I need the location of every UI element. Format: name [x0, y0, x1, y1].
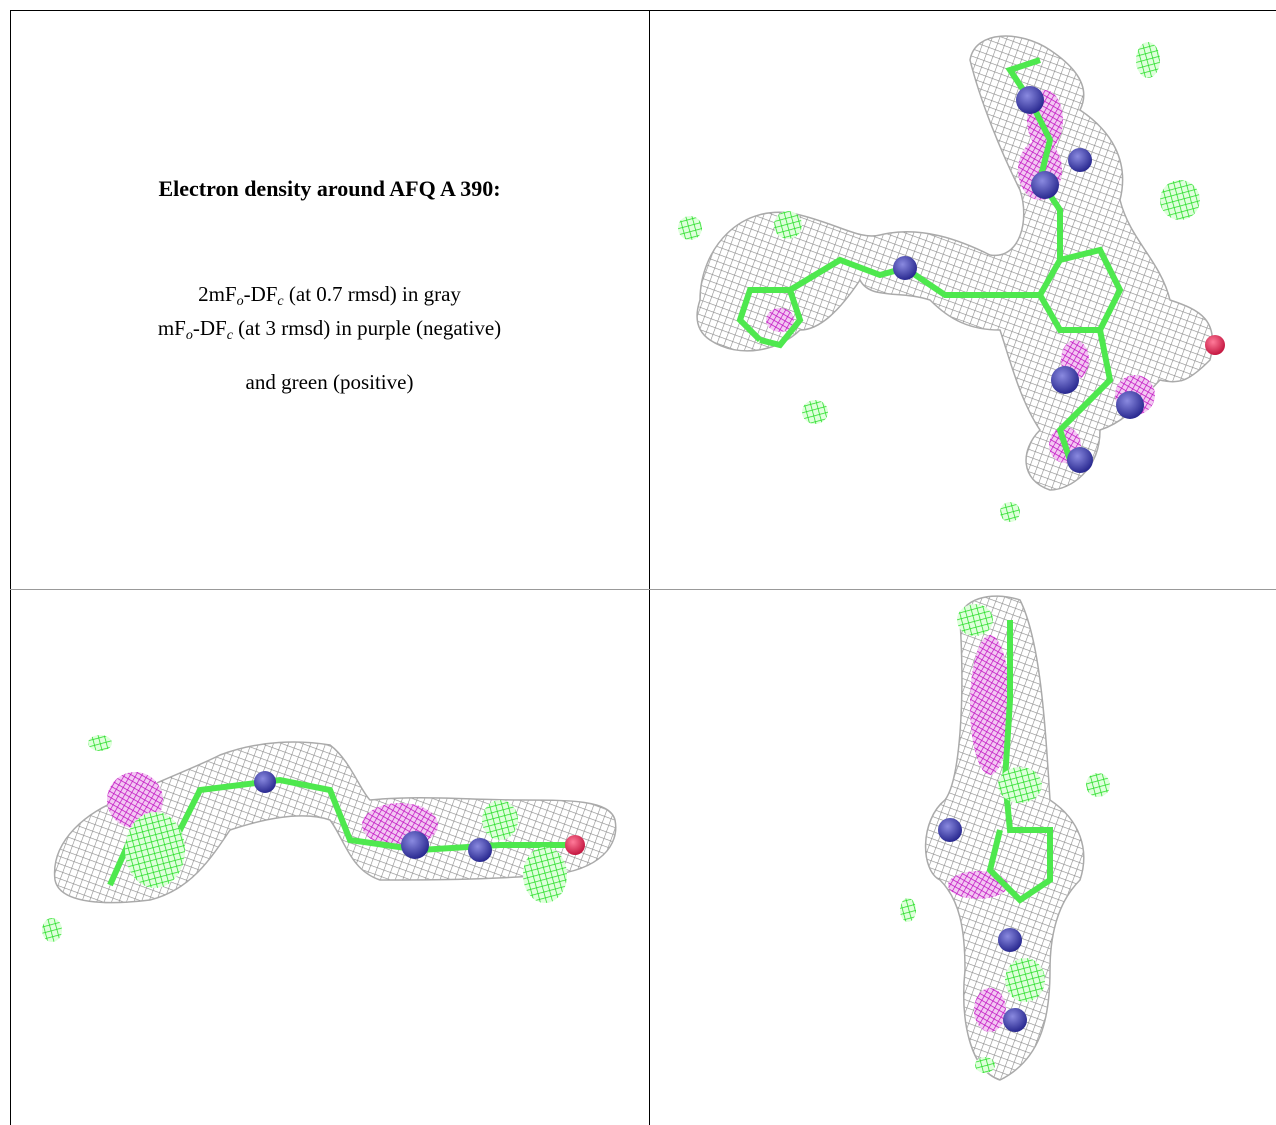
legend-text: (at 0.7 rmsd) in gray — [283, 282, 461, 306]
positive-density — [88, 735, 112, 751]
positive-density — [975, 1057, 995, 1073]
atom — [565, 835, 585, 855]
positive-density — [125, 812, 185, 888]
legend-line: mFo-DFc (at 3 rmsd) in purple (negative) — [10, 316, 649, 344]
positive-density — [1000, 502, 1020, 522]
positive-density — [1005, 958, 1045, 1002]
negative-density — [948, 871, 1008, 899]
positive-density — [1136, 42, 1160, 78]
positive-density — [42, 918, 62, 942]
density-view-end — [900, 595, 1110, 1081]
positive-density — [900, 898, 916, 922]
ligand-stick — [986, 620, 1053, 904]
positive-density — [998, 767, 1042, 803]
atom — [1051, 366, 1079, 394]
positive-density — [1160, 180, 1200, 220]
legend-line: and green (positive) — [10, 370, 649, 395]
legend-subscript: c — [226, 328, 233, 343]
legend-text: 2mF — [198, 282, 237, 306]
positive-density — [523, 847, 567, 903]
legend-subscript: o — [236, 294, 244, 309]
atom — [401, 831, 429, 859]
density-view-top — [678, 35, 1225, 522]
atom — [468, 838, 492, 862]
negative-density — [974, 988, 1006, 1032]
positive-density — [1086, 773, 1110, 797]
atom — [1068, 148, 1092, 172]
atom — [1031, 171, 1059, 199]
atom — [1205, 335, 1225, 355]
ligand-stick — [1005, 57, 1063, 260]
atom — [1016, 86, 1044, 114]
legend-text: and green (positive) — [245, 370, 414, 394]
positive-density — [678, 216, 702, 240]
atom — [254, 771, 276, 793]
legend-subscript: o — [185, 328, 193, 343]
legend-text: -DF — [192, 316, 227, 340]
legend-text: (at 3 rmsd) in purple (negative) — [232, 316, 502, 340]
legend-text: mF — [157, 316, 186, 340]
legend-text: -DF — [243, 282, 278, 306]
positive-density — [482, 800, 518, 840]
positive-density — [802, 400, 828, 424]
density-mesh — [924, 595, 1085, 1081]
positive-density — [774, 211, 802, 239]
table-grid — [10, 10, 1276, 1125]
panel-title: Electron density around AFQ A 390: — [158, 176, 501, 201]
negative-density — [970, 635, 1010, 775]
density-view-side — [42, 735, 617, 942]
density-mesh — [696, 35, 1214, 491]
atom — [1116, 391, 1144, 419]
atom — [938, 818, 962, 842]
legend-line: 2mFo-DFc (at 0.7 rmsd) in gray — [10, 282, 649, 310]
negative-density — [766, 308, 794, 332]
atom — [998, 928, 1022, 952]
atom — [1003, 1008, 1027, 1032]
positive-density — [957, 604, 993, 636]
ligand-stick — [1056, 329, 1114, 461]
atom — [1067, 447, 1093, 473]
atom — [893, 256, 917, 280]
legend-subscript: c — [277, 294, 284, 309]
density-mesh — [53, 741, 617, 904]
